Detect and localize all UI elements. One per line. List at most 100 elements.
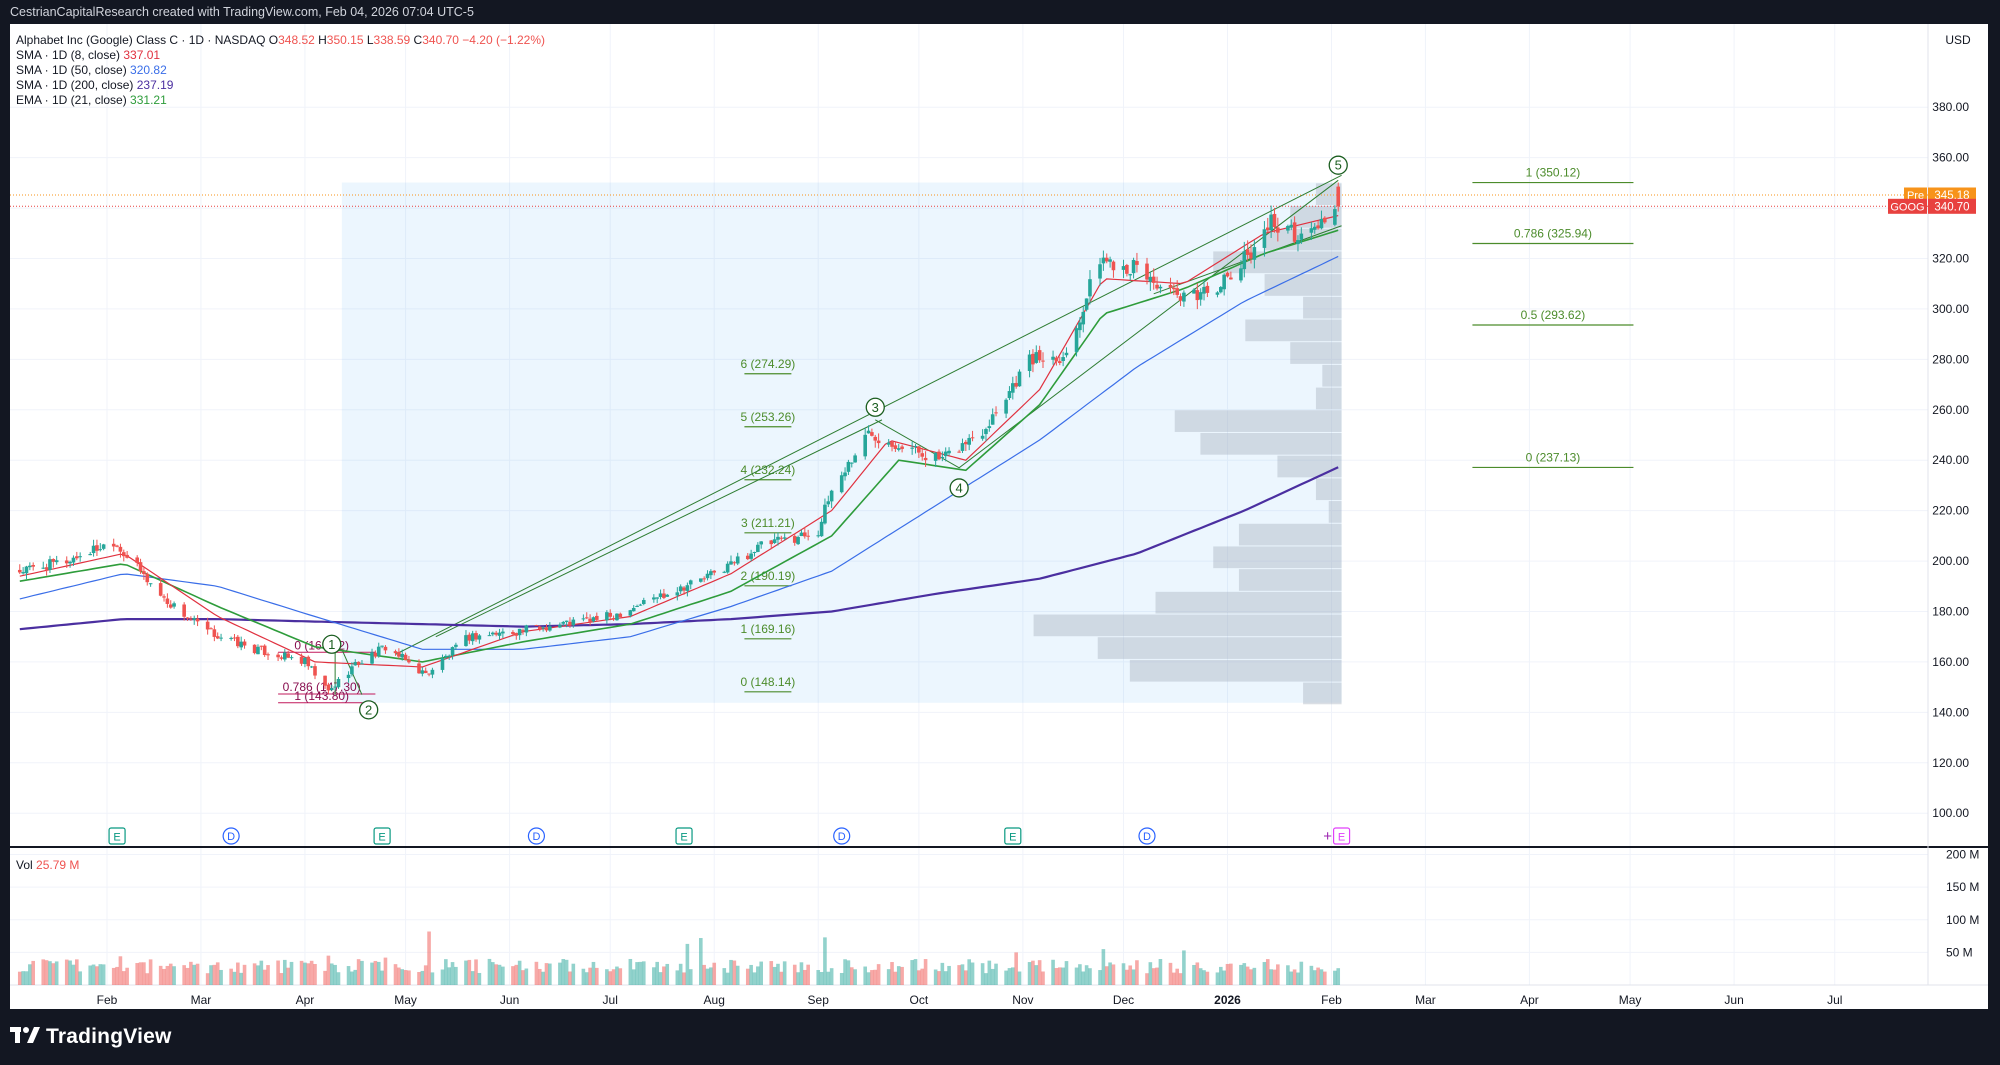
volume-bar [168,963,173,985]
volume-profile-row [1155,591,1342,614]
volume-bar [28,964,32,985]
volume-bar [1101,949,1106,985]
legend-symbol-part: H [315,33,327,47]
volume-bar [78,971,82,985]
earnings-event-icon[interactable] [1004,827,1022,845]
volume-bar [782,961,787,985]
volume-bar [1037,960,1042,985]
volume-bar [162,968,166,985]
volume-bar [1135,960,1139,985]
candle-body [722,571,727,573]
volume-bar [1319,969,1324,985]
dividend-event-icon[interactable] [527,827,546,845]
candle-body [306,656,311,667]
candle-body [826,501,831,505]
time-tick-label: Mar [191,993,212,1007]
tradingview-logo[interactable]: TradingView [10,1025,172,1049]
volume-bar [735,965,740,985]
candle-body [1219,287,1223,293]
volume-bar [537,968,542,985]
volume-profile-row [1290,342,1342,364]
dividend-event-icon[interactable] [222,827,240,845]
candle-body [1074,328,1079,352]
candle-body [729,561,733,565]
volume-bar [799,962,804,985]
volume-bar [1192,964,1196,985]
volume-bar [923,959,928,985]
candle-body [64,560,69,564]
volume-bar [1265,959,1270,985]
candle-body [675,592,680,596]
candle-body [329,688,334,691]
volume-bar [678,963,683,985]
chart-frame[interactable] [10,24,1988,1009]
volume-bar [417,972,421,985]
volume-bar [534,961,539,985]
time-tick-label: Jun [500,993,519,1007]
candle-body [886,442,891,445]
candle-body [544,627,549,631]
candle-body [984,429,988,435]
candle-body [1081,311,1086,325]
candle-body [769,540,774,545]
volume-profile-row [1264,274,1342,296]
candle-body [360,663,364,665]
trendline-wave3 [435,419,883,638]
volume-bar [1148,962,1153,985]
candle-body [521,630,525,632]
candle-body [1292,222,1297,242]
volume-bar [1158,959,1163,985]
price-badge-value: 340.70 [1934,201,1969,213]
volume-profile-row [1213,546,1342,569]
candle-body [524,625,529,633]
candle-body [91,545,96,554]
volume-bar [373,960,378,985]
candle-body [937,451,941,460]
volume-bar [1229,963,1233,985]
sma-8-line [19,215,1339,668]
volume-bar [910,960,914,985]
ema-21-line [19,229,1339,663]
candle-body [846,461,851,472]
candle-body [189,618,193,620]
candle-body [346,674,351,679]
volume-bar [256,965,260,985]
candle-body [393,651,398,654]
candle-body [1242,251,1247,270]
volume-bar [524,968,529,985]
candle-body [994,412,998,414]
volume-bar [393,964,398,985]
candle-body [24,566,29,574]
dividend-event-icon[interactable] [1138,827,1156,845]
volume-bar [803,969,807,985]
candle-body [1101,257,1106,264]
volume-bar [1074,967,1079,985]
earnings-event-icon[interactable] [1332,827,1351,845]
price-axis: USD380.00360.00340.00320.00300.00280.002… [1888,33,1976,820]
volume-bar [1178,973,1183,985]
volume-bar [189,961,193,985]
candle-body [373,652,378,657]
candle-body [239,641,243,648]
dividend-event-icon[interactable] [833,827,851,845]
candle-body [75,556,79,559]
time-tick-label: Apr [1520,993,1539,1007]
earnings-event-icon[interactable] [108,827,126,845]
volume-bar [665,963,670,985]
candle-body [943,451,948,457]
volume-bar [1286,965,1290,985]
earnings-event-icon[interactable] [373,827,391,845]
candle-body [376,646,381,656]
volume-bar [893,971,898,985]
volume-profile-row [1322,364,1342,387]
candle-body [236,636,240,647]
volume-bar [839,972,844,985]
candle-body [464,635,468,647]
candle-body [1269,214,1273,231]
price-tick-label: 160.00 [1932,655,1969,669]
volume-bar [54,961,59,985]
candle-body [1145,263,1149,280]
candle-body [1098,264,1102,279]
earnings-event-icon[interactable] [675,827,693,845]
